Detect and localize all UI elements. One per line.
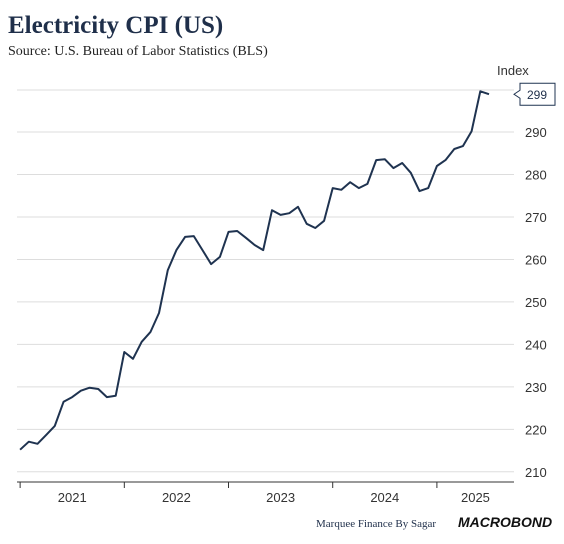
y-tick-label: 290 [525, 125, 547, 140]
y-axis-label: Index [497, 63, 529, 78]
y-tick-label: 260 [525, 252, 547, 267]
chart-subtitle: Source: U.S. Bureau of Labor Statistics … [8, 44, 268, 59]
x-tick-label: 2024 [370, 490, 399, 505]
x-tick-label: 2021 [58, 490, 87, 505]
value-label-box [513, 82, 556, 106]
x-tick-label: 2022 [162, 490, 191, 505]
y-tick-label: 230 [525, 380, 547, 395]
value-label: 299 [527, 88, 547, 102]
y-tick-label: 250 [525, 295, 547, 310]
y-tick-label: 270 [525, 210, 547, 225]
y-tick-label: 210 [525, 465, 547, 480]
footer: Marquee Finance By Sagar [316, 518, 436, 530]
x-tick-label: 2023 [266, 490, 295, 505]
y-tick-label: 220 [525, 422, 547, 437]
y-tick-label: 280 [525, 168, 547, 183]
chart-title: Electricity CPI (US) [8, 12, 223, 39]
brand: MACROBOND [458, 514, 552, 530]
data-line [19, 90, 490, 451]
x-tick-label: 2025 [461, 490, 490, 505]
y-tick-label: 240 [525, 337, 547, 352]
